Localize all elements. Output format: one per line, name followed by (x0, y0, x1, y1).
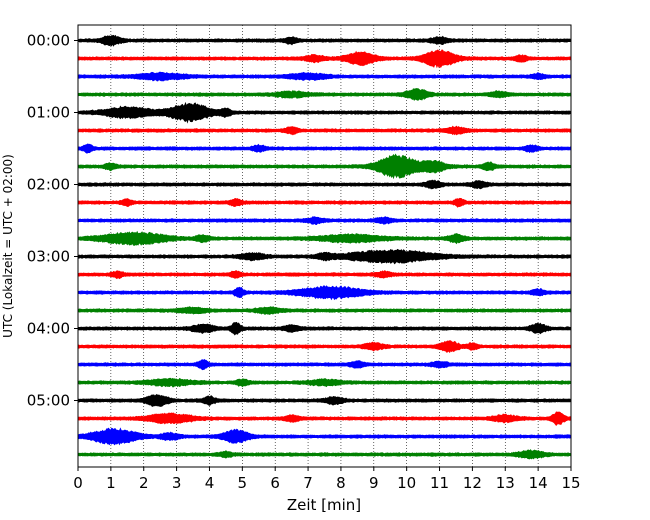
trace-row-0430 (77, 358, 572, 371)
trace-row-0330 (77, 285, 572, 301)
x-tick-label: 0 (73, 474, 83, 492)
x-axis-ticks: 0 1 2 3 4 5 6 7 8 9 10 11 12 13 14 15 (73, 467, 581, 492)
trace-row-0045 (77, 88, 572, 101)
x-tick-label: 15 (561, 474, 580, 492)
trace-row-0015 (77, 49, 572, 69)
x-tick-label: 10 (397, 474, 416, 492)
trace-row-0215 (77, 197, 572, 208)
trace-row-0545 (77, 449, 572, 460)
y-axis-ticks: 00:00 01:00 02:00 03:00 04:00 05:00 (27, 32, 78, 410)
trace-row-0530 (77, 427, 572, 446)
trace-row-0000 (77, 34, 572, 47)
trace-row-0200 (77, 179, 572, 190)
x-axis-label: Zeit [min] (287, 496, 361, 514)
x-tick-label: 6 (270, 474, 280, 492)
trace-row-0030 (77, 71, 572, 82)
y-tick-label: 05:00 (27, 392, 70, 410)
trace-row-0230 (77, 216, 572, 226)
trace-row-0500 (77, 393, 572, 407)
trace-row-0245 (77, 230, 572, 246)
y-tick-label: 01:00 (27, 104, 70, 122)
x-tick-label: 8 (336, 474, 346, 492)
y-tick-label: 02:00 (27, 176, 70, 194)
trace-row-0515 (77, 411, 572, 426)
trace-row-0315 (77, 270, 572, 280)
y-axis-label: UTC (Lokalzeit = UTC + 02:00) (1, 154, 15, 338)
trace-row-0415 (77, 340, 572, 354)
x-tick-label: 12 (463, 474, 482, 492)
x-tick-label: 13 (496, 474, 515, 492)
trace-row-0130 (77, 143, 572, 154)
x-tick-label: 11 (430, 474, 449, 492)
y-tick-label: 00:00 (27, 32, 70, 50)
y-tick-label: 04:00 (27, 320, 70, 338)
trace-row-0115 (77, 125, 572, 136)
trace-row-0445 (77, 377, 572, 388)
trace-row-0400 (77, 321, 572, 336)
x-tick-label: 5 (238, 474, 248, 492)
trace-rows (77, 34, 572, 460)
x-tick-label: 2 (139, 474, 149, 492)
x-tick-label: 4 (205, 474, 215, 492)
trace-row-0345 (77, 306, 572, 315)
trace-row-0300 (77, 248, 572, 265)
trace-row-0145 (77, 153, 572, 180)
x-tick-label: 14 (529, 474, 548, 492)
x-tick-label: 7 (303, 474, 313, 492)
trace-row-0100 (77, 101, 572, 124)
x-tick-label: 3 (172, 474, 182, 492)
x-tick-label: 1 (106, 474, 116, 492)
plot-frame (77, 24, 572, 468)
x-tick-label: 9 (369, 474, 379, 492)
y-tick-label: 03:00 (27, 248, 70, 266)
